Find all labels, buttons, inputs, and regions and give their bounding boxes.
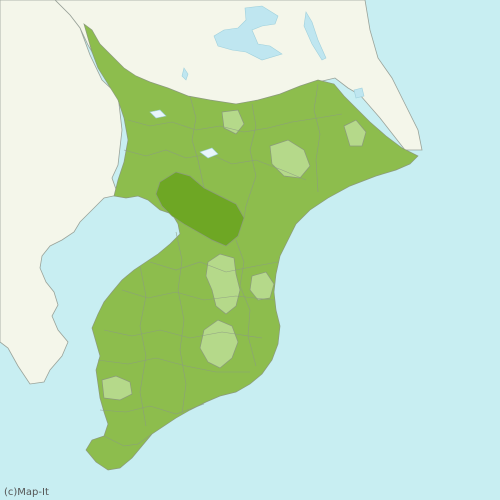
river-inland	[199, 147, 219, 159]
region-light-1	[205, 253, 241, 315]
region-light-5	[269, 139, 311, 179]
lake-northeast	[303, 11, 327, 61]
region-light-3	[249, 271, 275, 301]
region-highlight	[155, 171, 245, 247]
region-light-4	[101, 375, 133, 401]
region-light-6	[343, 119, 367, 147]
municipal-borders	[97, 83, 343, 447]
lake-north	[213, 5, 283, 61]
region-light-2	[199, 319, 239, 369]
map-credit: (c)Map-It	[4, 487, 49, 498]
pond-east	[353, 87, 365, 99]
river-north	[149, 109, 167, 119]
pond-small	[181, 67, 189, 81]
